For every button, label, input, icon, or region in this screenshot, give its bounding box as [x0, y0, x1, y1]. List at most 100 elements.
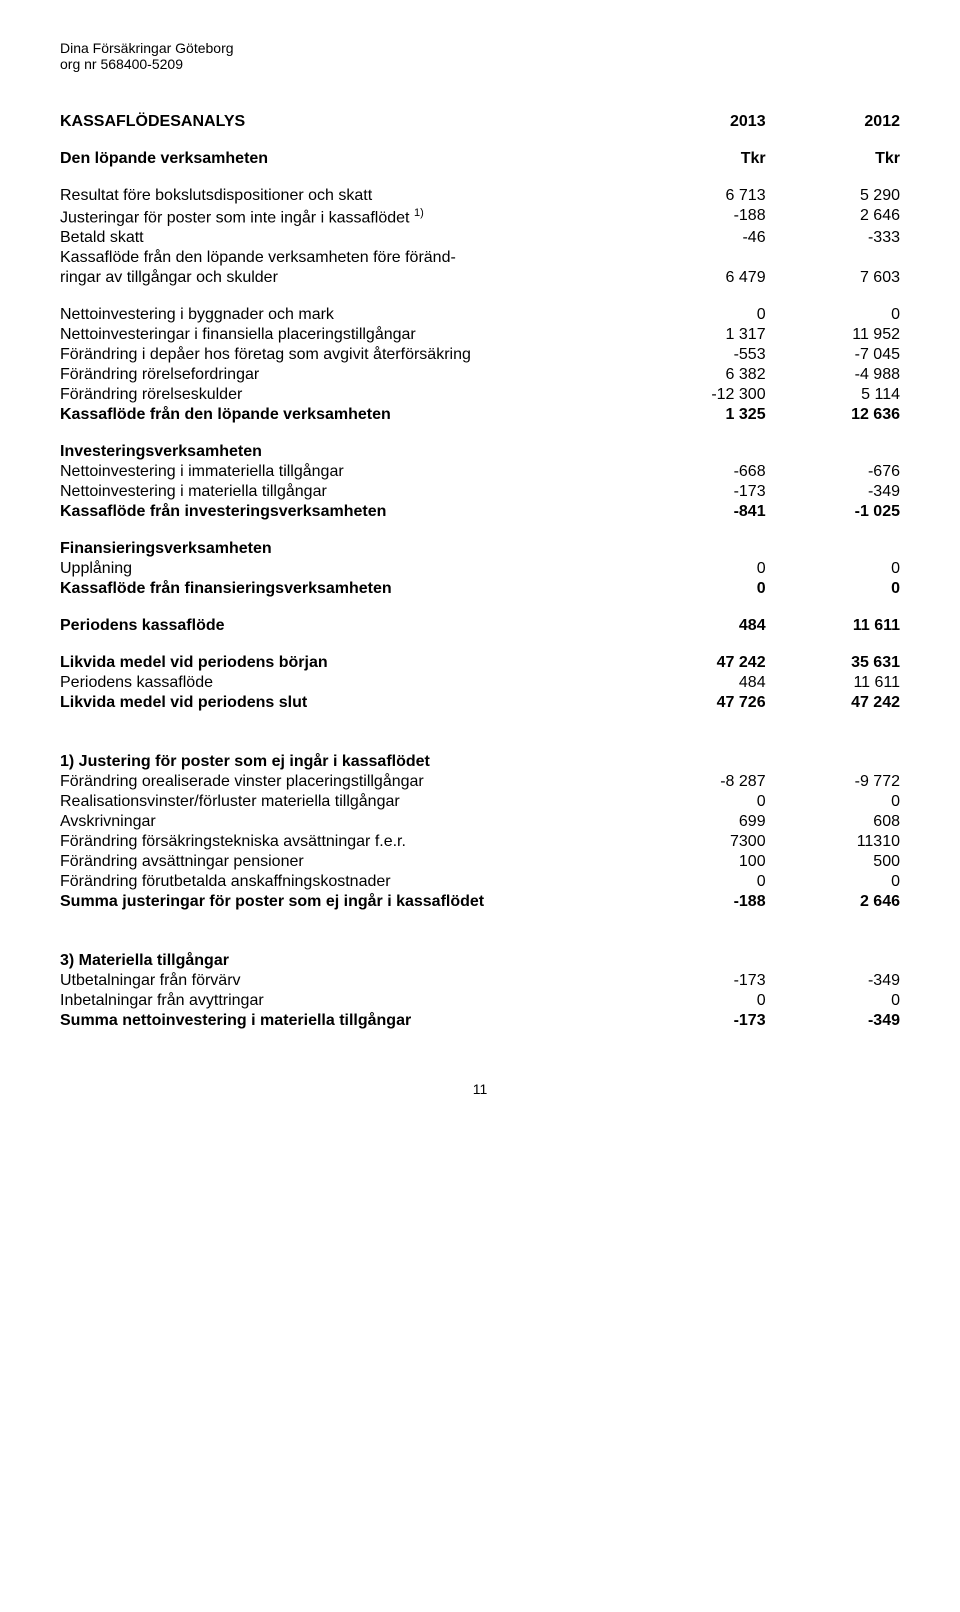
row-val1: 0	[631, 579, 765, 599]
row-label: Resultat före bokslutsdispositioner och …	[60, 169, 631, 206]
row-label: Likvida medel vid periodens början	[60, 636, 631, 673]
row-val2: 7 603	[766, 268, 900, 288]
row-val2: 5 290	[766, 169, 900, 206]
title-year1: 2013	[631, 112, 765, 132]
row-val1: 47 242	[631, 636, 765, 673]
row-val1: 100	[631, 852, 765, 872]
row-val1: -173	[631, 482, 765, 502]
row-label: Kassaflöde från finansieringsverksamhete…	[60, 579, 631, 599]
row-val2: 5 114	[766, 385, 900, 405]
row-label: Kassaflöde från investeringsverksamheten	[60, 502, 631, 522]
row-label: Investeringsverksamheten	[60, 425, 631, 462]
table-row: Summa nettoinvestering i materiella till…	[60, 1011, 900, 1031]
table-row: Nettoinvestering i materiella tillgångar…	[60, 482, 900, 502]
row-label: Förändring förutbetalda anskaffningskost…	[60, 872, 631, 892]
row-val1: -188	[631, 206, 765, 228]
row-val1: 6 382	[631, 365, 765, 385]
table-row: Periodens kassaflöde 484 11 611	[60, 673, 900, 693]
row-label: Finansieringsverksamheten	[60, 522, 631, 559]
row-label: Kassaflöde från den löpande verksamheten	[60, 405, 631, 425]
row-label: Förändring orealiserade vinster placerin…	[60, 772, 631, 792]
table-row: Förändring rörelseskulder -12 300 5 114	[60, 385, 900, 405]
row-val2: 11 952	[766, 325, 900, 345]
table-row: Utbetalningar från förvärv -173 -349	[60, 971, 900, 991]
row-val2: 500	[766, 852, 900, 872]
header-company: Dina Försäkringar Göteborg	[60, 40, 900, 56]
row-val1: 699	[631, 812, 765, 832]
sub-unit2: Tkr	[766, 132, 900, 169]
section-title: 3) Materiella tillgångar	[60, 912, 900, 971]
table-row: Justeringar för poster som inte ingår i …	[60, 206, 900, 228]
section-title: Investeringsverksamheten	[60, 425, 900, 462]
row-label: Nettoinvestering i materiella tillgångar	[60, 482, 631, 502]
row-val1: 1 325	[631, 405, 765, 425]
row-label: Justeringar för poster som inte ingår i …	[60, 206, 631, 228]
row-label: 1) Justering för poster som ej ingår i k…	[60, 713, 631, 772]
row-label: Utbetalningar från förvärv	[60, 971, 631, 991]
table-row: Kassaflöde från finansieringsverksamhete…	[60, 579, 900, 599]
row-label: Förändring rörelsefordringar	[60, 365, 631, 385]
row-val1: 0	[631, 872, 765, 892]
row-val1: -553	[631, 345, 765, 365]
row-label: Realisationsvinster/förluster materiella…	[60, 792, 631, 812]
row-val2: 11310	[766, 832, 900, 852]
row-val1: -668	[631, 462, 765, 482]
table-row: Kassaflöde från den löpande verksamheten…	[60, 248, 900, 268]
section-title: Finansieringsverksamheten	[60, 522, 900, 559]
row-label: Summa justeringar för poster som ej ingå…	[60, 892, 631, 912]
row-label: Avskrivningar	[60, 812, 631, 832]
row-val2: 11 611	[766, 673, 900, 693]
title-label: KASSAFLÖDESANALYS	[60, 112, 631, 132]
table-row: Kassaflöde från den löpande verksamheten…	[60, 405, 900, 425]
table-row: Inbetalningar från avyttringar 0 0	[60, 991, 900, 1011]
header-org: org nr 568400-5209	[60, 56, 900, 72]
table-row: Betald skatt -46 -333	[60, 228, 900, 248]
table-row: Förändring förutbetalda anskaffningskost…	[60, 872, 900, 892]
table-row: ringar av tillgångar och skulder 6 479 7…	[60, 268, 900, 288]
row-label: Nettoinvesteringar i finansiella placeri…	[60, 325, 631, 345]
row-val2: 0	[766, 991, 900, 1011]
row-label: Nettoinvestering i immateriella tillgång…	[60, 462, 631, 482]
table-row: Realisationsvinster/förluster materiella…	[60, 792, 900, 812]
row-label: Upplåning	[60, 559, 631, 579]
table-row: Likvida medel vid periodens början 47 24…	[60, 636, 900, 673]
row-label: Betald skatt	[60, 228, 631, 248]
table-row: Förändring försäkringstekniska avsättnin…	[60, 832, 900, 852]
page-number: 11	[60, 1081, 900, 1097]
row-val1: 47 726	[631, 693, 765, 713]
table-row: Nettoinvesteringar i finansiella placeri…	[60, 325, 900, 345]
row-val1: -8 287	[631, 772, 765, 792]
row-val2: -349	[766, 1011, 900, 1031]
row-label: Likvida medel vid periodens slut	[60, 693, 631, 713]
row-val2: -9 772	[766, 772, 900, 792]
row-val1: -173	[631, 971, 765, 991]
footnote-ref: 1)	[414, 207, 424, 219]
title-row: KASSAFLÖDESANALYS 2013 2012	[60, 112, 900, 132]
row-label: Nettoinvestering i byggnader och mark	[60, 288, 631, 325]
row-label: 3) Materiella tillgångar	[60, 912, 631, 971]
row-val2: -349	[766, 971, 900, 991]
row-val1: -188	[631, 892, 765, 912]
row-val2: 11 611	[766, 599, 900, 636]
row-val2: 0	[766, 872, 900, 892]
row-val2: 0	[766, 288, 900, 325]
row-val2: 0	[766, 559, 900, 579]
row-val2: -7 045	[766, 345, 900, 365]
row-val1: 0	[631, 991, 765, 1011]
table-row: Förändring avsättningar pensioner 100 50…	[60, 852, 900, 872]
row-val1: -173	[631, 1011, 765, 1031]
row-val2: 0	[766, 579, 900, 599]
row-label: Inbetalningar från avyttringar	[60, 991, 631, 1011]
row-val2: 608	[766, 812, 900, 832]
section-title: 1) Justering för poster som ej ingår i k…	[60, 713, 900, 772]
sub-label: Den löpande verksamheten	[60, 132, 631, 169]
row-val1: -12 300	[631, 385, 765, 405]
row-label: Periodens kassaflöde	[60, 673, 631, 693]
row-label: ringar av tillgångar och skulder	[60, 268, 631, 288]
row-val2: 47 242	[766, 693, 900, 713]
row-label: Summa nettoinvestering i materiella till…	[60, 1011, 631, 1031]
row-val2: -1 025	[766, 502, 900, 522]
table-row: Periodens kassaflöde 484 11 611	[60, 599, 900, 636]
row-val2: -4 988	[766, 365, 900, 385]
row-val1: -46	[631, 228, 765, 248]
